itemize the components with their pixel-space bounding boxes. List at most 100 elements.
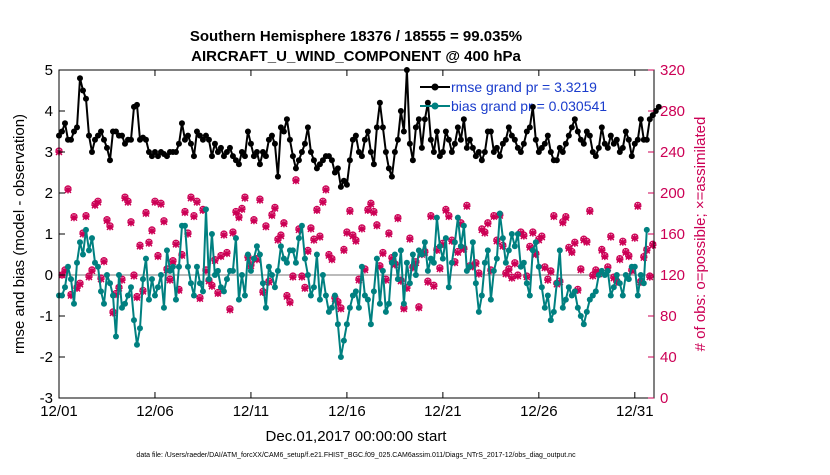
- bias-point: [298, 222, 305, 229]
- obs-assimilated-point: [130, 272, 138, 280]
- bias-point: [154, 284, 161, 291]
- bias-point: [343, 321, 350, 328]
- legend: rmse grand pr = 3.3219 bias grand pr = 0…: [420, 79, 607, 114]
- rmse-point: [325, 153, 332, 160]
- bias-point: [403, 259, 410, 266]
- bias-point: [205, 276, 212, 283]
- legend-bias-label: bias grand pr = 0.030541: [451, 98, 607, 114]
- obs-assimilated-point: [409, 264, 417, 272]
- legend-rmse-label: rmse grand pr = 3.3219: [451, 79, 597, 95]
- obs-assimilated-point: [544, 276, 552, 284]
- obs-assimilated-point: [325, 251, 333, 260]
- rmse-point: [361, 136, 368, 143]
- rmse-point: [217, 144, 224, 151]
- bias-point: [613, 272, 620, 278]
- obs-assimilated-point: [265, 278, 273, 286]
- bias-point: [409, 251, 416, 258]
- bias-point: [220, 288, 227, 295]
- rmse-point: [523, 128, 530, 135]
- bias-point: [583, 308, 590, 315]
- bias-point: [595, 272, 602, 278]
- rmse-point: [274, 173, 281, 180]
- rmse-point: [559, 149, 566, 155]
- rmse-point: [319, 157, 326, 164]
- obs-assimilated-point: [616, 256, 624, 264]
- obs-assimilated-point: [322, 186, 330, 194]
- bias-point: [172, 296, 179, 303]
- y-axis-label-right: # of obs: o=possible; ×=assimilated: [692, 117, 709, 352]
- bias-point: [640, 280, 647, 287]
- obs-assimilated-point: [364, 206, 372, 215]
- obs-assimilated-point: [508, 274, 516, 282]
- bias-point: [463, 267, 470, 274]
- bias-point: [223, 276, 230, 283]
- bias-point: [199, 288, 206, 295]
- obs-assimilated-point: [259, 288, 267, 297]
- obs-assimilated-point: [646, 273, 654, 281]
- obs-assimilated-point: [526, 243, 534, 251]
- obs-assimilated-point: [172, 240, 180, 248]
- rmse-point: [511, 136, 518, 143]
- x-tick-label: 12/06: [136, 403, 174, 420]
- obs-assimilated-point: [529, 229, 537, 237]
- obs-assimilated-point: [400, 305, 408, 313]
- obs-assimilated-point: [568, 248, 576, 257]
- rmse-point: [517, 149, 524, 155]
- bias-point: [157, 272, 164, 278]
- bias-point: [130, 317, 137, 324]
- rmse-point: [568, 124, 575, 131]
- bias-point: [532, 239, 539, 246]
- bias-point: [592, 288, 599, 295]
- obs-assimilated-point: [397, 277, 405, 285]
- bias-point: [148, 276, 155, 283]
- rmse-point: [472, 153, 479, 160]
- rmse-point: [214, 149, 221, 155]
- bias-point: [484, 247, 491, 254]
- obs-assimilated-point: [235, 214, 243, 222]
- rmse-point: [97, 128, 104, 135]
- rmse-point: [268, 132, 275, 139]
- obs-assimilated-point: [562, 214, 570, 222]
- bias-point: [301, 255, 308, 262]
- rmse-point: [604, 144, 611, 151]
- obs-assimilated-point: [478, 226, 486, 234]
- rmse-point: [151, 149, 158, 155]
- y-right-tick-label: 80: [660, 308, 677, 325]
- obs-assimilated-point: [337, 305, 345, 313]
- obs-assimilated-point: [490, 212, 498, 221]
- rmse-point: [331, 169, 338, 176]
- bias-point: [637, 272, 644, 278]
- bias-point: [547, 317, 554, 324]
- legend-rmse-marker: [431, 83, 439, 91]
- bias-point: [580, 321, 587, 328]
- y-left-tick-label: -2: [40, 349, 53, 366]
- rmse-point: [577, 136, 584, 143]
- bias-point: [616, 280, 623, 287]
- obs-assimilated-point: [433, 246, 441, 254]
- bias-point: [211, 272, 218, 278]
- obs-assimilated-point: [208, 282, 216, 290]
- x-tick-label: 12/16: [328, 403, 366, 420]
- obs-assimilated-point: [358, 225, 366, 233]
- bias-point: [436, 243, 443, 250]
- obs-assimilated-point: [250, 217, 258, 225]
- rmse-point: [610, 140, 617, 147]
- rmse-point: [202, 132, 209, 139]
- y-right-tick-label: 40: [660, 349, 677, 366]
- bias-point: [451, 239, 458, 246]
- rmse-point: [226, 144, 233, 151]
- obs-assimilated-point: [94, 198, 102, 206]
- rmse-point: [301, 140, 308, 147]
- obs-assimilated-point: [97, 275, 105, 283]
- obs-assimilated-point: [280, 220, 288, 228]
- obs-assimilated-point: [100, 258, 108, 266]
- bias-point: [379, 267, 386, 274]
- bias-point: [64, 263, 71, 270]
- rmse-point: [382, 149, 389, 155]
- bias-point: [175, 263, 182, 270]
- obs-assimilated-point: [619, 238, 627, 246]
- rmse-point: [541, 140, 548, 147]
- bias-point: [475, 308, 482, 315]
